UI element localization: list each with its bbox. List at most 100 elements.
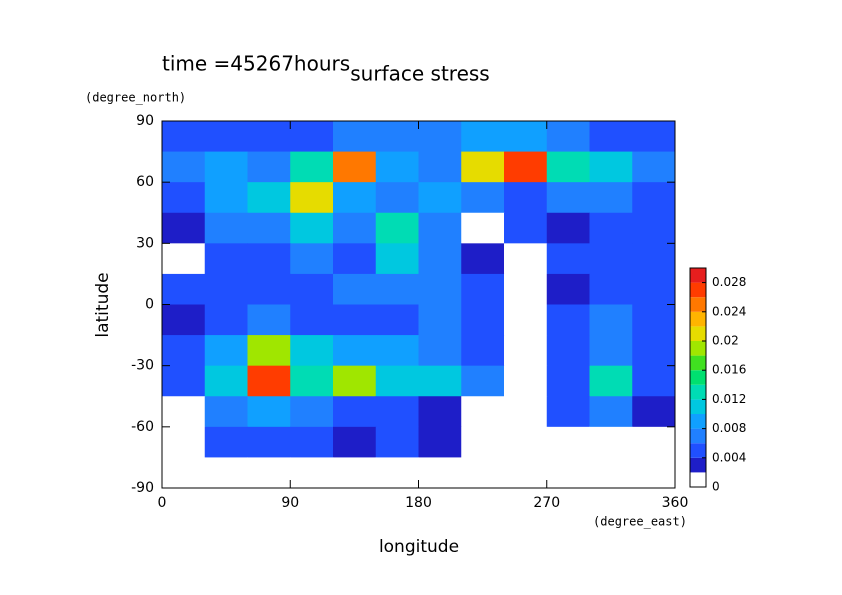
contour-cell bbox=[375, 426, 419, 458]
x-tick-label: 180 bbox=[405, 495, 432, 511]
contour-cell bbox=[504, 396, 548, 428]
contour-cell bbox=[632, 182, 676, 214]
contour-cell bbox=[204, 304, 248, 336]
colorbar-tick-label: 0.028 bbox=[712, 275, 746, 289]
contour-cell bbox=[247, 212, 291, 244]
contour-cell bbox=[290, 243, 334, 275]
contour-cell bbox=[375, 212, 419, 244]
contour-cell bbox=[290, 304, 334, 336]
contour-cell bbox=[333, 426, 377, 458]
contour-cell bbox=[461, 243, 505, 275]
contour-cell bbox=[204, 426, 248, 458]
contour-cell bbox=[333, 182, 377, 214]
contour-cell bbox=[333, 457, 377, 489]
contour-cell bbox=[204, 365, 248, 397]
contour-cell bbox=[162, 212, 206, 244]
contour-cell bbox=[204, 457, 248, 489]
contour-cell bbox=[162, 304, 206, 336]
contour-cell bbox=[162, 273, 206, 305]
contour-cell bbox=[162, 243, 206, 275]
axes: 0 90 180 270 360 -90 -60 -30 0 30 60 90 0 0.004 0.008 0… bbox=[131, 113, 746, 511]
y-tick-label: -30 bbox=[131, 358, 154, 374]
contour-cell bbox=[589, 457, 633, 489]
contour-cell bbox=[333, 396, 377, 428]
contour-cell bbox=[632, 304, 676, 336]
contour-cell bbox=[632, 426, 676, 458]
contour-cell bbox=[504, 335, 548, 367]
contour-cell bbox=[375, 365, 419, 397]
contour-cell bbox=[247, 151, 291, 183]
contour-cell bbox=[375, 304, 419, 336]
contour-cell bbox=[546, 426, 590, 458]
contour-cell bbox=[290, 335, 334, 367]
contour-cell bbox=[504, 212, 548, 244]
contour-cell bbox=[418, 273, 462, 305]
contour-cell bbox=[333, 121, 377, 153]
contour-cell bbox=[418, 304, 462, 336]
contour-cell bbox=[589, 182, 633, 214]
colorbar-swatch bbox=[690, 428, 706, 444]
contour-cell bbox=[162, 426, 206, 458]
x-tick-label: 90 bbox=[281, 495, 299, 511]
contour-cell bbox=[204, 151, 248, 183]
contour-cell bbox=[247, 121, 291, 153]
contour-cell bbox=[504, 457, 548, 489]
contour-cell bbox=[247, 396, 291, 428]
colorbar-swatch bbox=[690, 384, 706, 400]
colorbar-swatch bbox=[690, 472, 706, 487]
colorbar-swatch bbox=[690, 457, 706, 473]
x-tick-label: 270 bbox=[533, 495, 560, 511]
contour-cell bbox=[290, 365, 334, 397]
contour-cell bbox=[290, 396, 334, 428]
contour-cell bbox=[247, 243, 291, 275]
contour-cell bbox=[375, 151, 419, 183]
contour-cell bbox=[461, 335, 505, 367]
contour-cell bbox=[461, 457, 505, 489]
contour-cell bbox=[333, 304, 377, 336]
contour-cell bbox=[204, 121, 248, 153]
contour-cell bbox=[290, 212, 334, 244]
colorbar-swatch bbox=[690, 326, 706, 341]
contour-cell bbox=[632, 365, 676, 397]
contour-cell bbox=[418, 457, 462, 489]
contour-cell bbox=[504, 182, 548, 214]
colorbar-swatch bbox=[690, 399, 706, 414]
colorbar-swatch bbox=[690, 443, 706, 458]
colorbar-swatch bbox=[690, 355, 706, 371]
colorbar-tick-label: 0.012 bbox=[712, 392, 746, 406]
colorbar-swatch bbox=[690, 370, 706, 385]
contour-cell bbox=[589, 365, 633, 397]
contour-cell bbox=[632, 396, 676, 428]
contour-cell bbox=[546, 304, 590, 336]
colorbar-tick-label: 0 bbox=[712, 480, 720, 494]
y-tick-label: -90 bbox=[131, 480, 154, 496]
contour-cell bbox=[418, 426, 462, 458]
contour-cell bbox=[418, 243, 462, 275]
contour-cell bbox=[162, 151, 206, 183]
contour-cell bbox=[375, 457, 419, 489]
y-tick-label: -60 bbox=[131, 419, 154, 435]
colorbar-tick-label: 0.004 bbox=[712, 450, 746, 464]
colorbar-tick-label: 0.024 bbox=[712, 304, 746, 318]
contour-cell bbox=[333, 273, 377, 305]
colorbar-tick-label: 0.02 bbox=[712, 334, 739, 348]
contour-cell bbox=[333, 365, 377, 397]
y-tick-label: 30 bbox=[136, 235, 154, 251]
contour-cell bbox=[333, 151, 377, 183]
contour-cell bbox=[632, 212, 676, 244]
contour-cell bbox=[461, 121, 505, 153]
contour-cell bbox=[204, 212, 248, 244]
contour-cell bbox=[375, 182, 419, 214]
colorbar-tick-label: 0.008 bbox=[712, 421, 746, 435]
y-units: (degree_north) bbox=[85, 91, 186, 105]
contour-field bbox=[162, 121, 676, 489]
contour-cell bbox=[418, 335, 462, 367]
contour-cell bbox=[504, 121, 548, 153]
contour-cell bbox=[504, 304, 548, 336]
contour-cell bbox=[589, 243, 633, 275]
contour-cell bbox=[589, 212, 633, 244]
contour-cell bbox=[290, 182, 334, 214]
contour-cell bbox=[546, 335, 590, 367]
contour-cell bbox=[290, 426, 334, 458]
time-annotation: time =45267hours bbox=[162, 52, 350, 76]
